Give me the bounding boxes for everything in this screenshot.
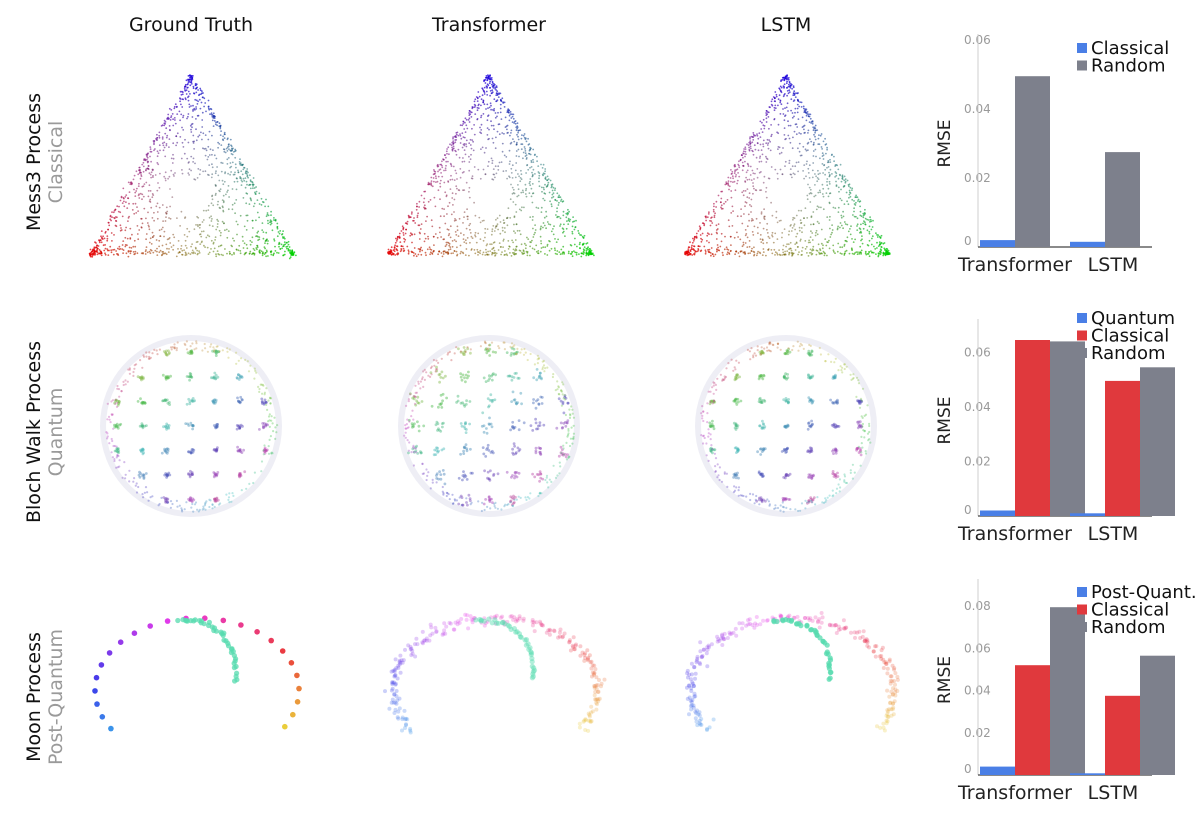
y-tick-label: 0.02 bbox=[964, 726, 991, 740]
y-tick-label: 0.04 bbox=[964, 400, 991, 414]
x-category-label: Transformer bbox=[957, 254, 1072, 276]
y-tick-label: 0.06 bbox=[964, 345, 991, 359]
bar-random-lstm bbox=[1140, 367, 1175, 516]
legend-swatch bbox=[1077, 313, 1087, 323]
legend-label: Random bbox=[1091, 617, 1166, 638]
legend-label: Random bbox=[1091, 56, 1166, 77]
y-tick-label: 0.02 bbox=[964, 454, 991, 468]
y-axis-label: RMSE bbox=[935, 119, 955, 167]
bar-classical-transformer bbox=[980, 240, 1015, 247]
x-category-label: Transformer bbox=[957, 523, 1072, 545]
bar-post-quant--transformer bbox=[980, 767, 1015, 775]
bar-classical-lstm bbox=[1070, 242, 1105, 247]
bar-quantum-lstm bbox=[1070, 513, 1105, 516]
legend-swatch bbox=[1077, 331, 1087, 341]
bar-random-transformer bbox=[1050, 341, 1085, 516]
bar-quantum-transformer bbox=[980, 511, 1015, 517]
y-tick-label: 0.04 bbox=[964, 102, 991, 116]
legend-swatch bbox=[1077, 587, 1087, 597]
legend-label: Random bbox=[1091, 343, 1166, 364]
legend-swatch bbox=[1077, 605, 1087, 615]
y-tick-label: 0.02 bbox=[964, 171, 991, 185]
y-axis-label: RMSE bbox=[935, 656, 955, 704]
x-category-label: LSTM bbox=[1088, 782, 1139, 804]
bar-classical-transformer bbox=[1015, 665, 1050, 775]
legend-swatch bbox=[1077, 348, 1087, 358]
bar-classical-lstm bbox=[1105, 696, 1140, 775]
x-category-label: LSTM bbox=[1088, 523, 1139, 545]
x-category-label: LSTM bbox=[1088, 254, 1139, 276]
y-tick-label: 0 bbox=[964, 503, 972, 517]
bar-random-lstm bbox=[1140, 656, 1175, 775]
y-tick-label: 0.06 bbox=[964, 33, 991, 47]
bar-random-transformer bbox=[1015, 76, 1050, 247]
legend-swatch bbox=[1077, 622, 1087, 632]
legend-swatch bbox=[1077, 61, 1087, 71]
x-category-label: Transformer bbox=[957, 782, 1072, 804]
bar-classical-lstm bbox=[1105, 381, 1140, 516]
y-tick-label: 0.06 bbox=[964, 641, 991, 655]
y-axis-label: RMSE bbox=[935, 396, 955, 444]
y-tick-label: 0.04 bbox=[964, 684, 991, 698]
bar-classical-transformer bbox=[1015, 340, 1050, 516]
y-tick-label: 0 bbox=[964, 234, 972, 248]
bar-post-quant--lstm bbox=[1070, 773, 1105, 775]
bar-random-transformer bbox=[1050, 607, 1085, 775]
bar-random-lstm bbox=[1105, 152, 1140, 247]
y-tick-label: 0 bbox=[964, 762, 972, 776]
legend-swatch bbox=[1077, 43, 1087, 53]
y-tick-label: 0.08 bbox=[964, 599, 991, 613]
